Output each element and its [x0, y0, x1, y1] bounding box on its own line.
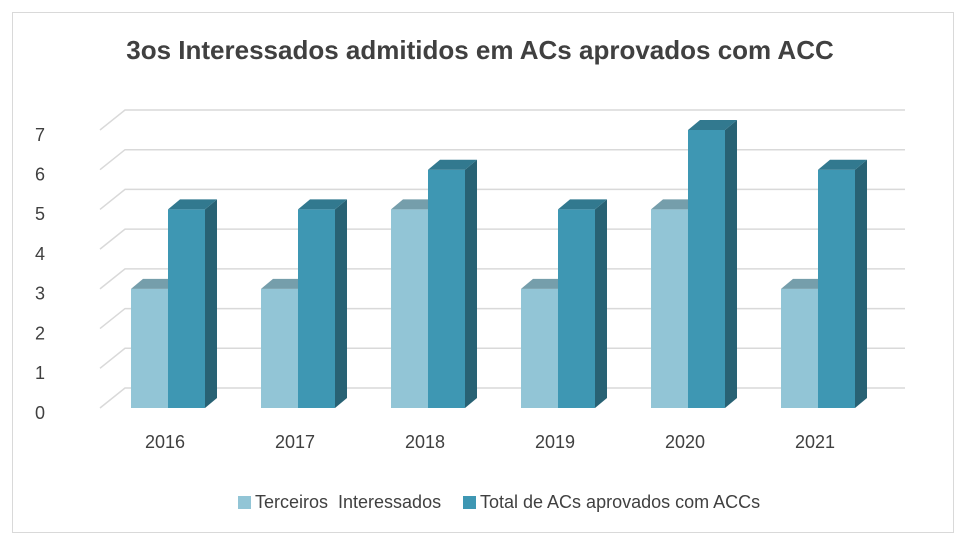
bar: [818, 169, 855, 408]
y-tick-label: 0: [35, 403, 45, 423]
bar-top: [558, 199, 607, 210]
x-tick-label: 2021: [795, 432, 835, 452]
bar-top: [131, 278, 180, 289]
bar-top: [651, 199, 700, 210]
grid-line: [99, 307, 905, 330]
bar: [651, 209, 688, 408]
bar-top: [391, 199, 440, 210]
bar-top: [261, 278, 310, 289]
y-tick-label: 5: [35, 204, 45, 224]
bar: [558, 209, 595, 408]
bar: [298, 209, 335, 408]
x-tick-label: 2017: [275, 432, 315, 452]
y-tick-label: 4: [35, 244, 45, 264]
grid-line: [99, 188, 905, 211]
grid-line: [99, 268, 905, 290]
legend-swatch: [463, 496, 476, 509]
bar-top: [298, 199, 347, 210]
bar-top: [428, 159, 477, 170]
bar: [428, 169, 465, 408]
bar-side: [725, 120, 737, 408]
x-tick-label: 2020: [665, 432, 705, 452]
bar: [131, 288, 168, 408]
grid-line: [99, 109, 905, 131]
bar: [688, 130, 725, 408]
grid-line: [99, 148, 905, 171]
bar: [261, 288, 298, 408]
bar-top: [521, 278, 570, 289]
chart-title: 3os Interessados admitidos em ACs aprova…: [126, 35, 834, 65]
bar-side: [205, 199, 217, 408]
bar-top: [818, 159, 867, 170]
bar-side: [595, 199, 607, 408]
bar-side: [855, 159, 867, 408]
x-tick-label: 2019: [535, 432, 575, 452]
bar-side: [335, 199, 347, 408]
y-tick-label: 1: [35, 363, 45, 383]
bar-top: [688, 120, 737, 130]
bar-side: [465, 159, 477, 408]
bar: [391, 209, 428, 408]
legend-label: Terceiros Interessados: [255, 492, 441, 512]
grid-line: [99, 228, 905, 250]
y-tick-label: 6: [35, 164, 45, 184]
x-tick-label: 2018: [405, 432, 445, 452]
x-tick-label: 2016: [145, 432, 185, 452]
bar-top: [781, 278, 830, 289]
y-tick-label: 2: [35, 323, 45, 343]
chart-frame: [12, 12, 954, 533]
legend-swatch: [238, 496, 251, 509]
grid-line: [99, 347, 905, 369]
bar-top: [168, 199, 217, 210]
y-tick-label: 3: [35, 284, 45, 304]
bar: [781, 288, 818, 408]
bar: [168, 209, 205, 408]
y-tick-label: 7: [35, 125, 45, 145]
grid-line: [99, 387, 905, 409]
bar: [521, 288, 558, 408]
legend-label: Total de ACs aprovados com ACCs: [480, 492, 760, 512]
